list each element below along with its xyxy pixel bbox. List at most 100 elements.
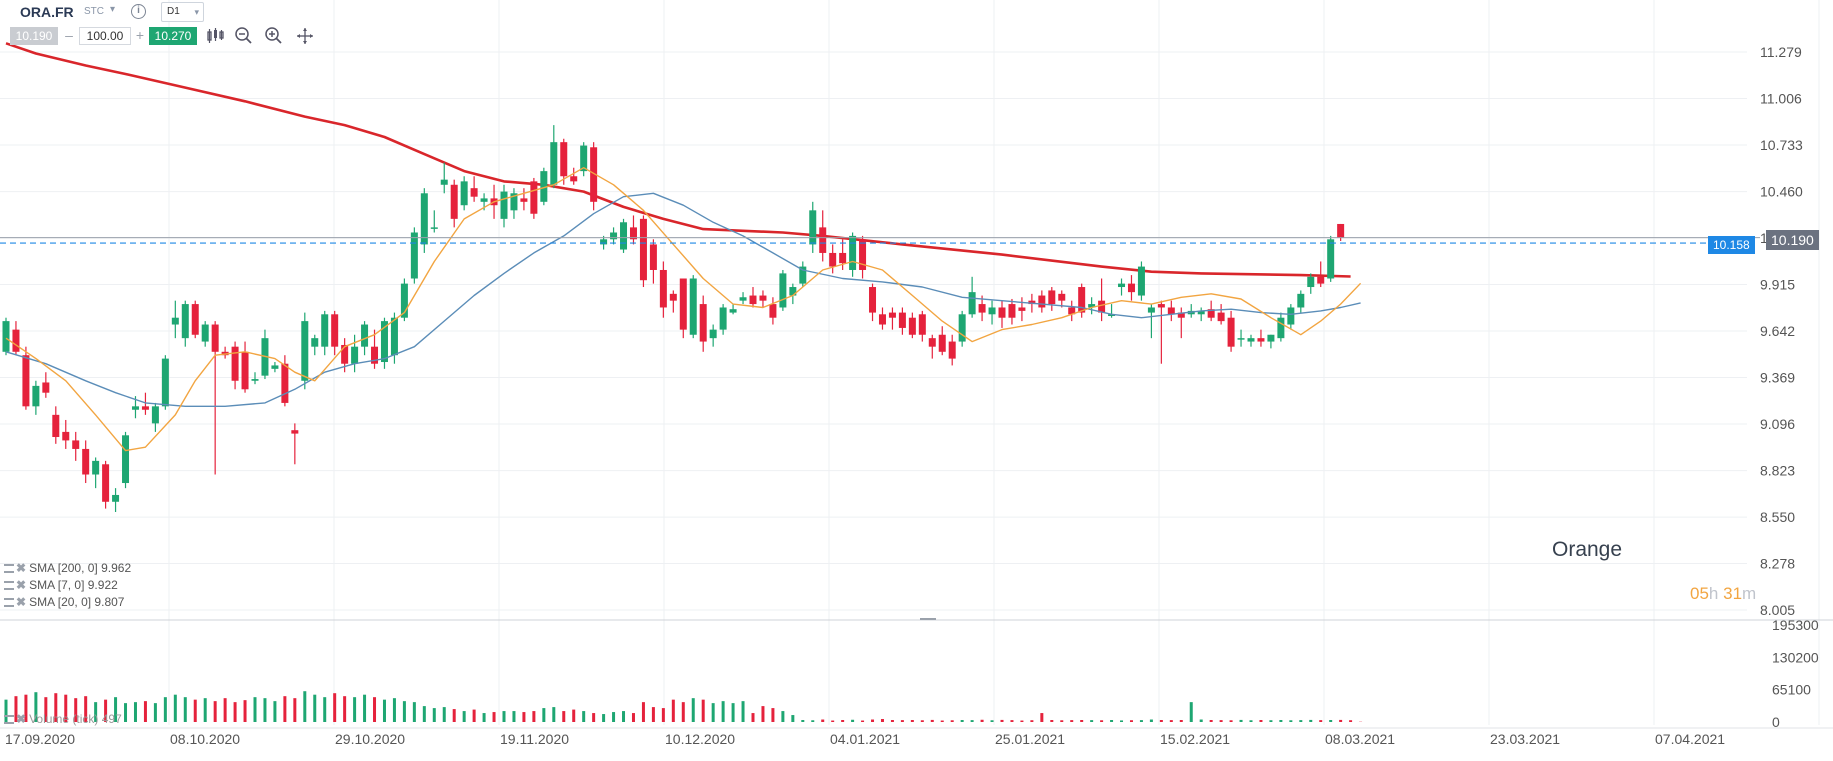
- indicator-sma-7[interactable]: ✖ SMA [7, 0] 9.922: [4, 578, 118, 592]
- chevron-down-icon[interactable]: ▾: [110, 4, 116, 15]
- quantity-input[interactable]: 100.00: [79, 27, 131, 45]
- volume-bar: [333, 693, 337, 722]
- candle-up: [779, 273, 787, 308]
- volume-bar: [1309, 719, 1313, 722]
- volume-bar: [1000, 719, 1004, 722]
- candle-down: [1207, 309, 1215, 318]
- timeframe-value: D1: [167, 6, 180, 17]
- date-tick-label: 07.04.2021: [1655, 731, 1725, 747]
- candle-down: [12, 329, 20, 352]
- close-icon[interactable]: ✖: [16, 561, 27, 575]
- close-icon[interactable]: ✖: [16, 595, 27, 609]
- candle-down: [1337, 223, 1345, 238]
- countdown-minutes-unit: m: [1742, 584, 1757, 603]
- volume-bar: [412, 702, 416, 722]
- instrument-watermark: Orange: [1552, 538, 1623, 561]
- volume-bar: [801, 720, 805, 722]
- candle-up: [1277, 317, 1285, 339]
- candle-up: [420, 193, 428, 245]
- volume-bar: [641, 702, 645, 722]
- volume-bar: [124, 703, 128, 722]
- candle-up: [809, 210, 817, 245]
- info-icon[interactable]: i: [131, 4, 146, 19]
- volume-bar: [1349, 720, 1353, 722]
- date-tick-label: 25.01.2021: [995, 731, 1065, 747]
- date-tick-label: 23.03.2021: [1490, 731, 1560, 747]
- candle-down: [520, 198, 528, 202]
- candle-down: [1217, 312, 1225, 322]
- symbol-name[interactable]: ORA.FR: [20, 4, 74, 20]
- close-icon[interactable]: ✖: [16, 712, 27, 726]
- candle-up: [1237, 338, 1245, 340]
- candles-type-icon[interactable]: [205, 26, 225, 46]
- candle-up: [789, 287, 797, 296]
- increase-quantity-button[interactable]: +: [135, 27, 145, 43]
- buy-button[interactable]: 10.270: [149, 27, 197, 45]
- price-tick-label: 11.006: [1760, 91, 1802, 107]
- volume-bar: [492, 712, 496, 722]
- candle-down: [938, 334, 946, 352]
- candle-down: [649, 244, 657, 270]
- volume-bar: [153, 703, 157, 722]
- indicator-sma-20[interactable]: ✖ SMA [20, 0] 9.807: [4, 595, 124, 609]
- volume-bar: [681, 702, 685, 722]
- zoom-in-icon[interactable]: [264, 26, 284, 46]
- candle-up: [729, 309, 737, 313]
- volume-bar: [1289, 720, 1293, 722]
- volume-bar: [602, 714, 606, 722]
- candle-down: [281, 363, 289, 403]
- candle-down: [998, 307, 1006, 318]
- volume-bar: [213, 701, 217, 722]
- candle-up: [500, 191, 508, 219]
- settings-icon[interactable]: [4, 598, 14, 608]
- sma-lines: [5, 167, 1362, 452]
- close-icon[interactable]: ✖: [16, 578, 27, 592]
- timeframe-select[interactable]: D1 ▾: [161, 2, 204, 22]
- volume-bar: [1279, 720, 1283, 722]
- candle-down: [749, 295, 757, 305]
- price-tick-label: 9.915: [1760, 276, 1795, 292]
- volume-bar: [1159, 720, 1163, 722]
- indicator-sma-200[interactable]: ✖ SMA [200, 0] 9.962: [4, 561, 131, 575]
- candle-down: [1177, 312, 1185, 318]
- crosshair-icon[interactable]: [295, 26, 315, 46]
- candle-up: [171, 317, 179, 325]
- volume-bar: [243, 700, 247, 722]
- volume-bar: [622, 711, 626, 722]
- sma-200-path: [5, 42, 1351, 278]
- candle-up: [1118, 283, 1126, 288]
- settings-icon[interactable]: [4, 564, 14, 574]
- indicator-label: SMA [200, 0] 9.962: [29, 561, 132, 575]
- candle-up: [540, 171, 548, 202]
- settings-icon[interactable]: [4, 581, 14, 591]
- chart-toolbar: ORA.FR STC ▾ i D1 ▾ 10.190 – 100.00 + 10.…: [0, 0, 400, 48]
- volume-bar: [950, 720, 954, 722]
- volume-bar: [980, 719, 984, 722]
- volume-bar: [572, 709, 576, 722]
- candle-up: [689, 278, 697, 335]
- price-lines: [0, 237, 1760, 244]
- candle-down: [570, 176, 578, 182]
- volume-bar: [532, 711, 536, 722]
- volume-bar: [721, 701, 725, 722]
- candle-down: [908, 317, 916, 335]
- zoom-out-icon[interactable]: [234, 26, 254, 46]
- sell-button[interactable]: 10.190: [10, 27, 58, 45]
- volume-bar: [253, 697, 257, 722]
- volume-bar: [1259, 720, 1263, 722]
- indicator-volume[interactable]: ✖ Volume (tick) 497: [4, 712, 122, 726]
- candle-up: [580, 145, 588, 172]
- price-tick-label: 10.460: [1760, 184, 1803, 200]
- decrease-quantity-button[interactable]: –: [65, 27, 73, 43]
- volume-bar: [910, 720, 914, 722]
- volume-bar: [34, 692, 38, 722]
- settings-icon[interactable]: [4, 715, 14, 725]
- candle-down: [1167, 307, 1175, 315]
- candle-up: [122, 435, 130, 484]
- candle-up: [1267, 334, 1275, 342]
- candle-up: [1247, 338, 1255, 342]
- volume-bar: [94, 702, 98, 722]
- candle-up: [410, 232, 418, 279]
- sma-20-path: [5, 192, 1361, 407]
